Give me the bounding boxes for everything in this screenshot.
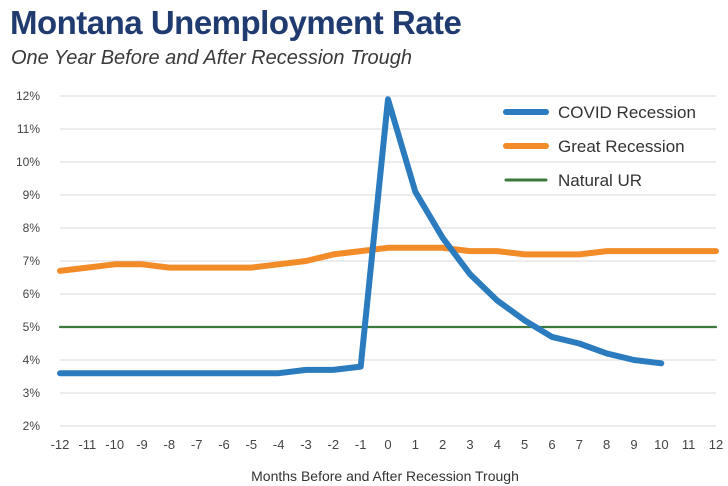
y-tick-label: 5% <box>23 320 41 334</box>
x-tick-label: 4 <box>494 437 501 452</box>
y-tick-label: 8% <box>23 221 41 235</box>
x-tick-label: 6 <box>548 437 555 452</box>
x-axis-label: Months Before and After Recession Trough <box>251 468 519 484</box>
legend-label: Great Recession <box>558 137 685 156</box>
y-tick-label: 9% <box>23 188 41 202</box>
x-tick-label: -10 <box>105 437 124 452</box>
legend-label: COVID Recession <box>558 103 696 122</box>
y-tick-label: 11% <box>17 122 40 136</box>
x-tick-label: -7 <box>191 437 203 452</box>
y-tick-label: 3% <box>23 386 41 400</box>
x-tick-label: 5 <box>521 437 528 452</box>
legend: COVID Recession Great Recession Natural UR <box>506 103 696 190</box>
x-tick-label: 10 <box>654 437 668 452</box>
legend-label: Natural UR <box>558 171 642 190</box>
y-axis: 2% 3% 4% 5% 6% 7% 8% 9% 10% 11% 12% <box>16 89 40 433</box>
y-tick-label: 7% <box>23 254 41 268</box>
x-axis: -12 -11 -10 -9 -8 -7 -6 -5 -4 -3 -2 -1 0 1 2 3 4 5 6 7 8 9 10 1… <box>51 437 724 452</box>
x-tick-label: 11 <box>682 437 696 452</box>
x-tick-label: 2 <box>439 437 446 452</box>
y-tick-label: 6% <box>23 287 41 301</box>
x-tick-label: 8 <box>603 437 610 452</box>
y-tick-label: 12% <box>16 89 40 103</box>
series-line-great-recession <box>60 248 716 271</box>
x-tick-label: -9 <box>136 437 148 452</box>
x-tick-label: -4 <box>273 437 285 452</box>
x-tick-label: 1 <box>412 437 419 452</box>
x-tick-label: 0 <box>384 437 391 452</box>
x-tick-label: 7 <box>576 437 583 452</box>
x-tick-label: 12 <box>709 437 723 452</box>
y-tick-label: 4% <box>23 353 41 367</box>
x-tick-label: -11 <box>78 437 96 452</box>
x-tick-label: -12 <box>51 437 70 452</box>
x-tick-label: 3 <box>466 437 473 452</box>
x-tick-label: -8 <box>164 437 176 452</box>
x-tick-label: 9 <box>630 437 637 452</box>
x-tick-label: -2 <box>328 437 340 452</box>
y-tick-label: 10% <box>16 155 40 169</box>
x-tick-label: -6 <box>218 437 230 452</box>
x-tick-label: -3 <box>300 437 312 452</box>
y-tick-label: 2% <box>23 419 41 433</box>
x-tick-label: -1 <box>355 437 367 452</box>
x-tick-label: -5 <box>246 437 258 452</box>
